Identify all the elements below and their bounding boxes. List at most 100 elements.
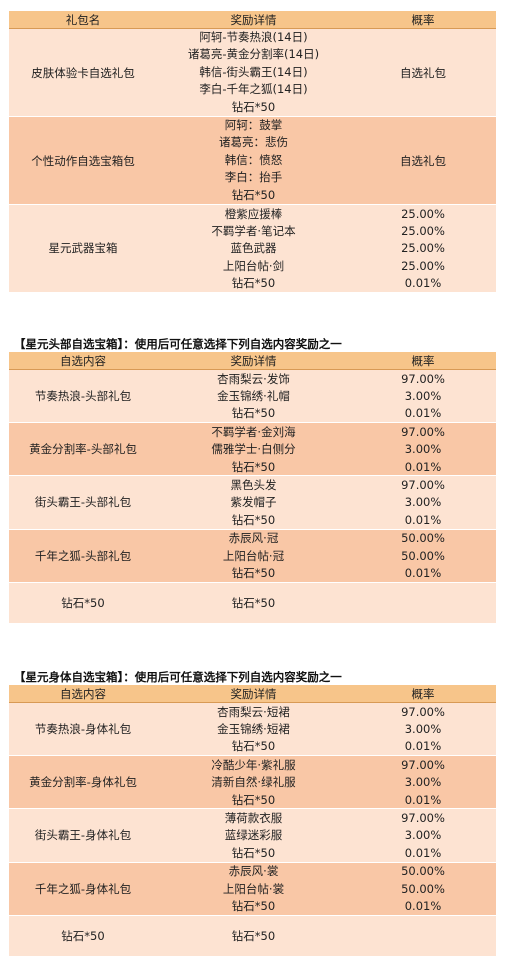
reward-item: 金玉锦绣·短裙 xyxy=(217,722,290,737)
probability: 0.01% xyxy=(404,406,442,421)
reward-item: 金玉锦绣·礼帽 xyxy=(217,389,290,404)
option-name: 节奏热浪-身体礼包 xyxy=(9,701,157,756)
reward-item: 上阳台帖·冠 xyxy=(222,548,285,563)
option-name: 千年之狐-头部礼包 xyxy=(9,528,157,583)
probability: 97.00% xyxy=(350,369,496,388)
pack-name: 皮肤体验卡自选礼包 xyxy=(31,65,135,80)
probability: 25.00% xyxy=(401,224,445,239)
probability: 97.00% xyxy=(350,808,496,827)
reward-item: 蓝色武器 xyxy=(230,241,277,256)
probability: 0.01% xyxy=(404,898,442,913)
table-row: 千年之狐-头部礼包 赤辰风·冠 50.00% xyxy=(9,528,496,583)
reward-item: 李白-千年之狐(14日) xyxy=(199,82,308,97)
option-name: 黄金分割率-头部礼包 xyxy=(9,422,157,476)
probability: 0.01% xyxy=(404,512,442,527)
table-row: 个性动作自选宝箱包 阿轲：鼓掌 诸葛亮：悲伤 韩信：愤怒 李白：抬手 钻石*50… xyxy=(9,116,496,205)
probability: 0.01% xyxy=(404,739,442,754)
body-box-table: 自选内容 奖励详情 概率 节奏热浪-身体礼包 杏雨梨云·短裙 97.00% 金玉锦绣·短裙 3… xyxy=(9,685,496,956)
header-pack-name: 礼包名 xyxy=(9,11,157,29)
table-header-row: 礼包名 奖励详情 概率 xyxy=(9,11,496,29)
option-name: 千年之狐-身体礼包 xyxy=(9,861,157,916)
table-row: 黄金分割率-身体礼包 冷酷少年·紫礼服 97.00% xyxy=(9,755,496,809)
reward-item: 赤辰风·裳 xyxy=(157,861,350,880)
reward-item: 钻石*50 xyxy=(231,565,276,580)
header-probability: 概率 xyxy=(350,352,496,370)
probability: 3.00% xyxy=(404,722,442,737)
reward-item: 冷酷少年·紫礼服 xyxy=(157,755,350,774)
probability: 97.00% xyxy=(350,475,496,494)
probability: 50.00% xyxy=(401,548,445,563)
reward-item: 杏雨梨云·短裙 xyxy=(157,702,350,721)
reward-item: 钻石*50 xyxy=(157,581,350,623)
probability: 自选礼包 xyxy=(400,65,446,80)
reward-item: 阿轲：鼓掌 xyxy=(224,118,283,133)
reward-item: 钻石*50 xyxy=(157,914,350,956)
reward-item: 钻石*50 xyxy=(231,898,276,913)
probability: 0.01% xyxy=(404,792,442,807)
table-row: 星元武器宝箱 橙紫应援棒 25.00% xyxy=(9,203,496,292)
body-box-title: 【星元身体自选宝箱】：使用后可任意选择下列自选内容奖励之一 xyxy=(14,670,342,684)
table-header-row: 自选内容 奖励详情 概率 xyxy=(9,352,496,370)
reward-item: 韩信：愤怒 xyxy=(224,152,283,167)
reward-item: 钻石*50 xyxy=(231,99,276,114)
probability: 3.00% xyxy=(404,828,442,843)
head-box-table: 自选内容 奖励详情 概率 节奏热浪-头部礼包 杏雨梨云·发饰 97.00% 金玉锦绣·礼帽 3… xyxy=(9,352,496,623)
reward-item: 阿轲-节奏热浪(14日) xyxy=(199,30,308,45)
reward-item: 橙紫应援棒 xyxy=(157,204,350,223)
probability: 50.00% xyxy=(350,528,496,547)
reward-item: 钻石*50 xyxy=(231,276,276,291)
header-reward-detail: 奖励详情 xyxy=(157,352,350,370)
reward-item: 上阳台帖·裳 xyxy=(222,881,285,896)
head-box-title: 【星元头部自选宝箱】：使用后可任意选择下列自选内容奖励之一 xyxy=(14,337,342,351)
reward-item: 不羁学者·笔记本 xyxy=(211,224,296,239)
probability: 97.00% xyxy=(350,755,496,774)
probability: 50.00% xyxy=(350,861,496,880)
reward-item: 钻石*50 xyxy=(231,739,276,754)
reward-item: 钻石*50 xyxy=(231,459,276,474)
pack-name: 个性动作自选宝箱包 xyxy=(9,116,157,205)
reward-item: 钻石*50 xyxy=(231,845,276,860)
reward-item: 薄荷款衣服 xyxy=(157,808,350,827)
probability: 0.01% xyxy=(404,565,442,580)
reward-item: 李白：抬手 xyxy=(224,170,283,185)
probability: 25.00% xyxy=(401,258,445,273)
header-option: 自选内容 xyxy=(9,352,157,370)
table-row: 节奏热浪-身体礼包 杏雨梨云·短裙 97.00% xyxy=(9,701,496,756)
reward-item: 蓝绿迷彩服 xyxy=(224,828,283,843)
header-option: 自选内容 xyxy=(9,685,157,703)
probability: 3.00% xyxy=(404,389,442,404)
table-row: 钻石*50 钻石*50 xyxy=(9,581,496,623)
probability xyxy=(350,914,496,956)
probability: 自选礼包 xyxy=(350,116,496,205)
probability: 97.00% xyxy=(350,702,496,721)
probability: 0.01% xyxy=(404,459,442,474)
table-row: 黄金分割率-头部礼包 不羁学者·金刘海 97.00% xyxy=(9,422,496,476)
reward-item: 钻石*50 xyxy=(231,406,276,421)
reward-item: 诸葛亮-黄金分割率(14日) xyxy=(187,47,320,62)
reward-item: 诸葛亮：悲伤 xyxy=(219,135,288,150)
probability: 50.00% xyxy=(401,881,445,896)
probability: 3.00% xyxy=(404,775,442,790)
option-name: 节奏热浪-头部礼包 xyxy=(9,368,157,423)
table-row: 街头霸王-头部礼包 黑色头发 97.00% xyxy=(9,475,496,530)
reward-item: 黑色头发 xyxy=(157,475,350,494)
table-row: 钻石*50 钻石*50 xyxy=(9,914,496,956)
reward-item: 儒雅学士·白侧分 xyxy=(211,442,296,457)
header-probability: 概率 xyxy=(350,685,496,703)
reward-item: 钻石*50 xyxy=(231,187,276,202)
gift-pack-table: 礼包名 奖励详情 概率 皮肤体验卡自选礼包 阿轲-节奏热浪(14日) 诸葛亮-黄… xyxy=(9,11,496,292)
table-header-row: 自选内容 奖励详情 概率 xyxy=(9,685,496,703)
reward-item: 杏雨梨云·发饰 xyxy=(157,369,350,388)
option-name: 黄金分割率-身体礼包 xyxy=(9,755,157,809)
reward-item: 韩信-街头霸王(14日) xyxy=(199,64,308,79)
table-row: 街头霸王-身体礼包 薄荷款衣服 97.00% xyxy=(9,808,496,863)
option-name: 街头霸王-身体礼包 xyxy=(9,808,157,863)
reward-item: 钻石*50 xyxy=(231,792,276,807)
header-probability: 概率 xyxy=(350,11,496,29)
probability: 25.00% xyxy=(350,204,496,223)
probability: 0.01% xyxy=(404,845,442,860)
table-row: 皮肤体验卡自选礼包 阿轲-节奏热浪(14日) 诸葛亮-黄金分割率(14日) 韩信… xyxy=(9,28,496,117)
probability: 0.01% xyxy=(404,276,442,291)
table-row: 千年之狐-身体礼包 赤辰风·裳 50.00% xyxy=(9,861,496,916)
reward-item: 紫发帽子 xyxy=(230,495,277,510)
